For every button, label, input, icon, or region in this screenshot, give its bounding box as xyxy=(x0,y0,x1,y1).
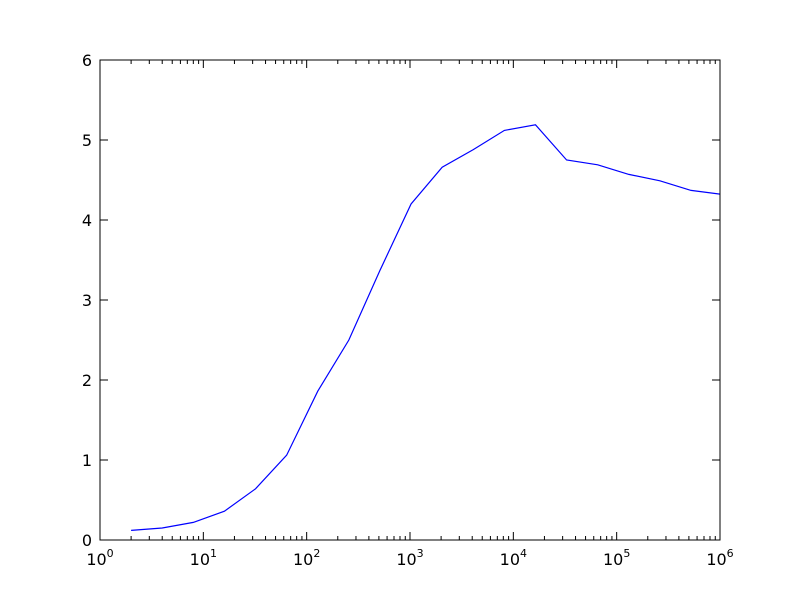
x-tick-label: 106 xyxy=(706,547,733,569)
x-tick-label: 103 xyxy=(396,547,423,569)
plot-area xyxy=(131,124,720,531)
tick-labels: 100 101 102 103 104 105 106 0 1 2 3 4 5 6 xyxy=(82,51,734,569)
x-tick-label: 100 xyxy=(86,547,113,569)
y-tick-label: 6 xyxy=(82,51,92,70)
axis-ticks xyxy=(99,59,721,541)
y-tick-label: 4 xyxy=(82,211,92,230)
x-tick-label: 105 xyxy=(603,547,630,569)
axes-frame xyxy=(99,59,721,541)
series-line xyxy=(131,124,720,531)
y-tick-label: 0 xyxy=(82,531,92,550)
y-tick-label: 3 xyxy=(82,291,92,310)
x-tick-label: 102 xyxy=(293,547,320,569)
x-tick-label: 101 xyxy=(190,547,217,569)
y-tick-label: 1 xyxy=(82,451,92,470)
y-tick-label: 5 xyxy=(82,131,92,150)
x-tick-label: 104 xyxy=(500,547,527,569)
y-tick-label: 2 xyxy=(82,371,92,390)
